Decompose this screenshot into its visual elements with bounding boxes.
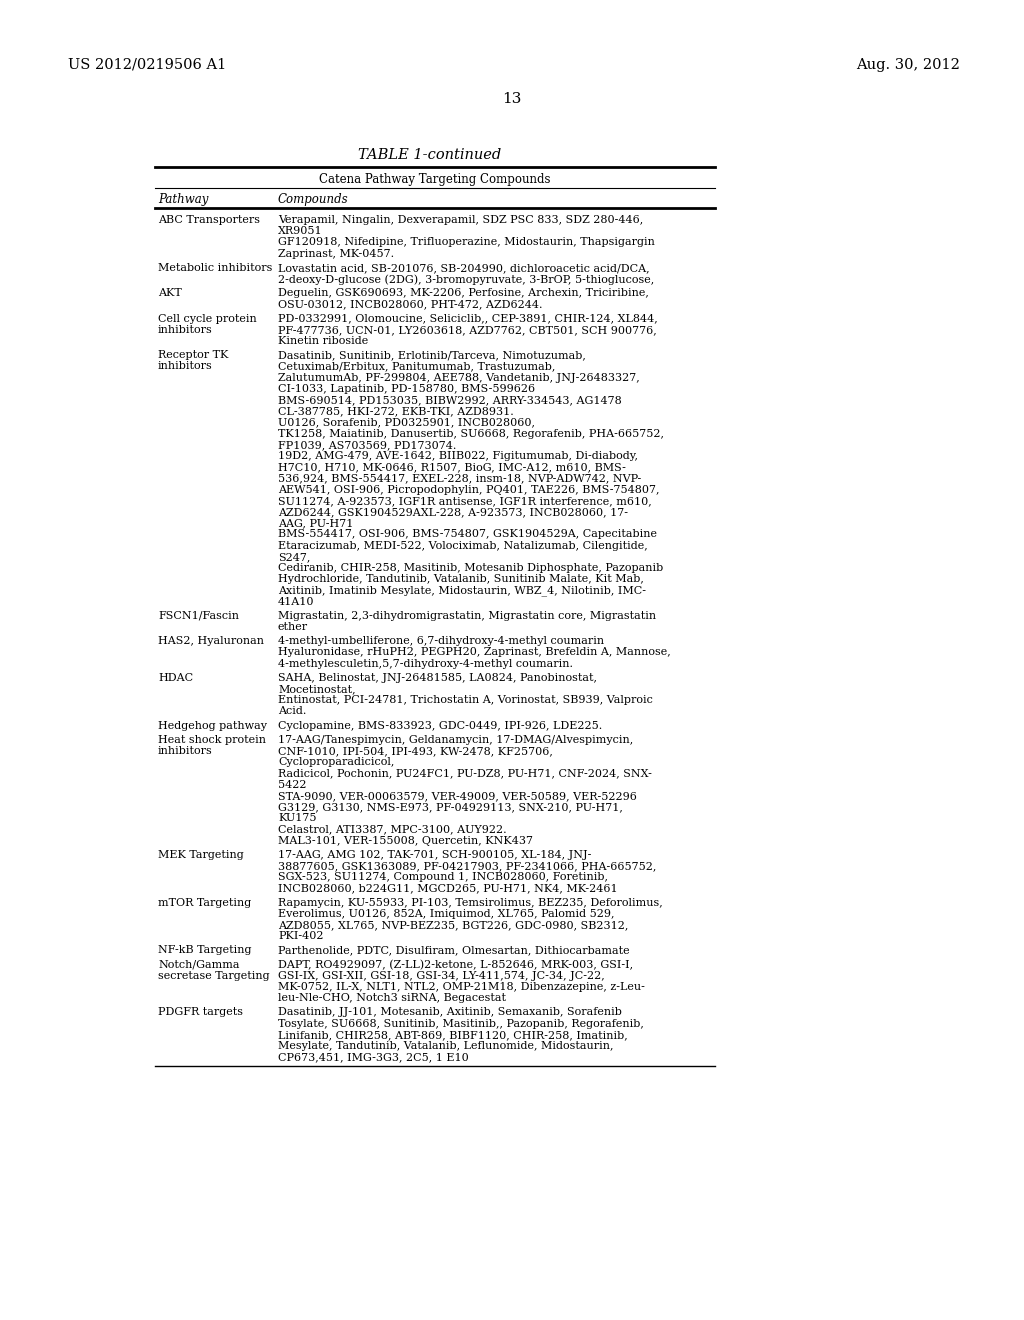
Text: MK-0752, IL-X, NLT1, NTL2, OMP-21M18, Dibenzazepine, z-Leu-: MK-0752, IL-X, NLT1, NTL2, OMP-21M18, Di… [278, 982, 645, 993]
Text: leu-Nle-CHO, Notch3 siRNA, Begacestat: leu-Nle-CHO, Notch3 siRNA, Begacestat [278, 993, 506, 1003]
Text: 5422: 5422 [278, 780, 306, 789]
Text: TABLE 1-continued: TABLE 1-continued [358, 148, 502, 162]
Text: Migrastatin, 2,3-dihydromigrastatin, Migrastatin core, Migrastatin: Migrastatin, 2,3-dihydromigrastatin, Mig… [278, 611, 656, 620]
Text: Entinostat, PCI-24781, Trichostatin A, Vorinostat, SB939, Valproic: Entinostat, PCI-24781, Trichostatin A, V… [278, 696, 653, 705]
Text: H7C10, H710, MK-0646, R1507, BioG, IMC-A12, m610, BMS-: H7C10, H710, MK-0646, R1507, BioG, IMC-A… [278, 462, 626, 473]
Text: mTOR Targeting: mTOR Targeting [158, 898, 251, 908]
Text: CP673,451, IMG-3G3, 2C5, 1 E10: CP673,451, IMG-3G3, 2C5, 1 E10 [278, 1052, 469, 1063]
Text: XR9051: XR9051 [278, 226, 323, 236]
Text: Mesylate, Tandutinib, Vatalanib, Leflunomide, Midostaurin,: Mesylate, Tandutinib, Vatalanib, Lefluno… [278, 1041, 613, 1051]
Text: Hedgehog pathway: Hedgehog pathway [158, 721, 267, 730]
Text: 19D2, AMG-479, AVE-1642, BIIB022, Figitumumab, Di-diabody,: 19D2, AMG-479, AVE-1642, BIIB022, Figitu… [278, 451, 638, 461]
Text: PD-0332991, Olomoucine, Seliciclib,, CEP-3891, CHIR-124, XL844,: PD-0332991, Olomoucine, Seliciclib,, CEP… [278, 314, 657, 323]
Text: CNF-1010, IPI-504, IPI-493, KW-2478, KF25706,: CNF-1010, IPI-504, IPI-493, KW-2478, KF2… [278, 746, 553, 756]
Text: Cycloproparadicicol,: Cycloproparadicicol, [278, 758, 394, 767]
Text: Linifanib, CHIR258, ABT-869, BIBF1120, CHIR-258, Imatinib,: Linifanib, CHIR258, ABT-869, BIBF1120, C… [278, 1030, 628, 1040]
Text: Parthenolide, PDTC, Disulfiram, Olmesartan, Dithiocarbamate: Parthenolide, PDTC, Disulfiram, Olmesart… [278, 945, 630, 956]
Text: Dasatinib, Sunitinib, Erlotinib/Tarceva, Nimotuzumab,: Dasatinib, Sunitinib, Erlotinib/Tarceva,… [278, 350, 586, 360]
Text: AKT: AKT [158, 288, 181, 298]
Text: Cell cycle protein: Cell cycle protein [158, 314, 257, 323]
Text: Radicicol, Pochonin, PU24FC1, PU-DZ8, PU-H71, CNF-2024, SNX-: Radicicol, Pochonin, PU24FC1, PU-DZ8, PU… [278, 768, 652, 779]
Text: 2-deoxy-D-glucose (2DG), 3-bromopyruvate, 3-BrOP, 5-thioglucose,: 2-deoxy-D-glucose (2DG), 3-bromopyruvate… [278, 275, 654, 285]
Text: inhibitors: inhibitors [158, 362, 213, 371]
Text: Hydrochloride, Tandutinib, Vatalanib, Sunitinib Malate, Kit Mab,: Hydrochloride, Tandutinib, Vatalanib, Su… [278, 574, 644, 585]
Text: ABC Transporters: ABC Transporters [158, 215, 260, 224]
Text: ZalutumumAb, PF-299804, AEE788, Vandetanib, JNJ-26483327,: ZalutumumAb, PF-299804, AEE788, Vandetan… [278, 372, 640, 383]
Text: Metabolic inhibitors: Metabolic inhibitors [158, 263, 272, 273]
Text: Cyclopamine, BMS-833923, GDC-0449, IPI-926, LDE225.: Cyclopamine, BMS-833923, GDC-0449, IPI-9… [278, 721, 602, 730]
Text: MEK Targeting: MEK Targeting [158, 850, 244, 859]
Text: 41A10: 41A10 [278, 597, 314, 607]
Text: Tosylate, SU6668, Sunitinib, Masitinib,, Pazopanib, Regorafenib,: Tosylate, SU6668, Sunitinib, Masitinib,,… [278, 1019, 644, 1028]
Text: U0126, Sorafenib, PD0325901, INCB028060,: U0126, Sorafenib, PD0325901, INCB028060, [278, 417, 535, 428]
Text: Cediranib, CHIR-258, Masitinib, Motesanib Diphosphate, Pazopanib: Cediranib, CHIR-258, Masitinib, Motesani… [278, 564, 664, 573]
Text: NF-kB Targeting: NF-kB Targeting [158, 945, 252, 956]
Text: FSCN1/Fascin: FSCN1/Fascin [158, 611, 239, 620]
Text: OSU-03012, INCB028060, PHT-472, AZD6244.: OSU-03012, INCB028060, PHT-472, AZD6244. [278, 300, 543, 309]
Text: STA-9090, VER-00063579, VER-49009, VER-50589, VER-52296: STA-9090, VER-00063579, VER-49009, VER-5… [278, 791, 637, 801]
Text: SU11274, A-923573, IGF1R antisense, IGF1R interference, m610,: SU11274, A-923573, IGF1R antisense, IGF1… [278, 496, 651, 506]
Text: 17-AAG/Tanespimycin, Geldanamycin, 17-DMAG/Alvespimycin,: 17-AAG/Tanespimycin, Geldanamycin, 17-DM… [278, 735, 633, 744]
Text: G3129, G3130, NMS-E973, PF-04929113, SNX-210, PU-H71,: G3129, G3130, NMS-E973, PF-04929113, SNX… [278, 803, 623, 812]
Text: Dasatinib, JJ-101, Motesanib, Axitinib, Semaxanib, Sorafenib: Dasatinib, JJ-101, Motesanib, Axitinib, … [278, 1007, 622, 1018]
Text: Rapamycin, KU-55933, PI-103, Temsirolimus, BEZ235, Deforolimus,: Rapamycin, KU-55933, PI-103, Temsirolimu… [278, 898, 663, 908]
Text: Pathway: Pathway [158, 193, 208, 206]
Text: Notch/Gamma: Notch/Gamma [158, 960, 240, 970]
Text: inhibitors: inhibitors [158, 746, 213, 756]
Text: Cetuximab/Erbitux, Panitumumab, Trastuzumab,: Cetuximab/Erbitux, Panitumumab, Trastuzu… [278, 362, 555, 371]
Text: PDGFR targets: PDGFR targets [158, 1007, 243, 1018]
Text: Receptor TK: Receptor TK [158, 350, 228, 360]
Text: KU175: KU175 [278, 813, 316, 824]
Text: Hyaluronidase, rHuPH2, PEGPH20, Zaprinast, Brefeldin A, Mannose,: Hyaluronidase, rHuPH2, PEGPH20, Zaprinas… [278, 647, 671, 657]
Text: 38877605, GSK1363089, PF-04217903, PF-2341066, PHA-665752,: 38877605, GSK1363089, PF-04217903, PF-23… [278, 861, 656, 871]
Text: Zaprinast, MK-0457.: Zaprinast, MK-0457. [278, 248, 394, 259]
Text: 17-AAG, AMG 102, TAK-701, SCH-900105, XL-184, JNJ-: 17-AAG, AMG 102, TAK-701, SCH-900105, XL… [278, 850, 592, 859]
Text: Everolimus, U0126, 852A, Imiquimod, XL765, Palomid 529,: Everolimus, U0126, 852A, Imiquimod, XL76… [278, 908, 614, 919]
Text: Aug. 30, 2012: Aug. 30, 2012 [856, 58, 961, 73]
Text: AEW541, OSI-906, Picropodophylin, PQ401, TAE226, BMS-754807,: AEW541, OSI-906, Picropodophylin, PQ401,… [278, 484, 659, 495]
Text: Heat shock protein: Heat shock protein [158, 735, 266, 744]
Text: FP1039, AS703569, PD173074.: FP1039, AS703569, PD173074. [278, 440, 457, 450]
Text: S247,: S247, [278, 552, 310, 562]
Text: TK1258, Maiatinib, Danusertib, SU6668, Regorafenib, PHA-665752,: TK1258, Maiatinib, Danusertib, SU6668, R… [278, 429, 664, 438]
Text: 4-methyl-umbelliferone, 6,7-dihydroxy-4-methyl coumarin: 4-methyl-umbelliferone, 6,7-dihydroxy-4-… [278, 636, 604, 647]
Text: Celastrol, ATI3387, MPC-3100, AUY922.: Celastrol, ATI3387, MPC-3100, AUY922. [278, 825, 507, 834]
Text: Kinetin riboside: Kinetin riboside [278, 337, 369, 346]
Text: AZD6244, GSK1904529AXL-228, A-923573, INCB028060, 17-: AZD6244, GSK1904529AXL-228, A-923573, IN… [278, 507, 628, 517]
Text: CI-1033, Lapatinib, PD-158780, BMS-599626: CI-1033, Lapatinib, PD-158780, BMS-59962… [278, 384, 536, 393]
Text: Acid.: Acid. [278, 706, 306, 717]
Text: Catena Pathway Targeting Compounds: Catena Pathway Targeting Compounds [319, 173, 551, 186]
Text: SAHA, Belinostat, JNJ-26481585, LA0824, Panobinostat,: SAHA, Belinostat, JNJ-26481585, LA0824, … [278, 673, 597, 682]
Text: PKI-402: PKI-402 [278, 931, 324, 941]
Text: Mocetinostat,: Mocetinostat, [278, 684, 355, 694]
Text: BMS-554417, OSI-906, BMS-754807, GSK1904529A, Capecitabine: BMS-554417, OSI-906, BMS-754807, GSK1904… [278, 529, 657, 540]
Text: HAS2, Hyaluronan: HAS2, Hyaluronan [158, 636, 264, 647]
Text: 13: 13 [503, 92, 521, 106]
Text: 4-methylesculetin,5,7-dihydroxy-4-methyl coumarin.: 4-methylesculetin,5,7-dihydroxy-4-methyl… [278, 659, 573, 669]
Text: GSI-IX, GSI-XII, GSI-18, GSI-34, LY-411,574, JC-34, JC-22,: GSI-IX, GSI-XII, GSI-18, GSI-34, LY-411,… [278, 970, 605, 981]
Text: Axitinib, Imatinib Mesylate, Midostaurin, WBZ_4, Nilotinib, IMC-: Axitinib, Imatinib Mesylate, Midostaurin… [278, 585, 646, 597]
Text: secretase Targeting: secretase Targeting [158, 970, 269, 981]
Text: Compounds: Compounds [278, 193, 348, 206]
Text: inhibitors: inhibitors [158, 325, 213, 335]
Text: INCB028060, b224G11, MGCD265, PU-H71, NK4, MK-2461: INCB028060, b224G11, MGCD265, PU-H71, NK… [278, 883, 617, 894]
Text: AZD8055, XL765, NVP-BEZ235, BGT226, GDC-0980, SB2312,: AZD8055, XL765, NVP-BEZ235, BGT226, GDC-… [278, 920, 629, 931]
Text: DAPT, RO4929097, (Z-LL)2-ketone, L-852646, MRK-003, GSI-I,: DAPT, RO4929097, (Z-LL)2-ketone, L-85264… [278, 960, 633, 970]
Text: 536,924, BMS-554417, EXEL-228, insm-18, NVP-ADW742, NVP-: 536,924, BMS-554417, EXEL-228, insm-18, … [278, 474, 641, 483]
Text: ether: ether [278, 622, 308, 632]
Text: BMS-690514, PD153035, BIBW2992, ARRY-334543, AG1478: BMS-690514, PD153035, BIBW2992, ARRY-334… [278, 395, 622, 405]
Text: Verapamil, Ningalin, Dexverapamil, SDZ PSC 833, SDZ 280-446,: Verapamil, Ningalin, Dexverapamil, SDZ P… [278, 215, 643, 224]
Text: CL-387785, HKI-272, EKB-TKI, AZD8931.: CL-387785, HKI-272, EKB-TKI, AZD8931. [278, 407, 514, 416]
Text: HDAC: HDAC [158, 673, 194, 682]
Text: PF-477736, UCN-01, LY2603618, AZD7762, CBT501, SCH 900776,: PF-477736, UCN-01, LY2603618, AZD7762, C… [278, 325, 656, 335]
Text: Deguelin, GSK690693, MK-2206, Perfosine, Archexin, Triciribine,: Deguelin, GSK690693, MK-2206, Perfosine,… [278, 288, 649, 298]
Text: SGX-523, SU11274, Compound 1, INCB028060, Foretinib,: SGX-523, SU11274, Compound 1, INCB028060… [278, 873, 608, 882]
Text: AAG, PU-H71: AAG, PU-H71 [278, 519, 353, 528]
Text: US 2012/0219506 A1: US 2012/0219506 A1 [68, 58, 226, 73]
Text: Lovastatin acid, SB-201076, SB-204990, dichloroacetic acid/DCA,: Lovastatin acid, SB-201076, SB-204990, d… [278, 263, 649, 273]
Text: Etaracizumab, MEDI-522, Volociximab, Natalizumab, Cilengitide,: Etaracizumab, MEDI-522, Volociximab, Nat… [278, 541, 648, 550]
Text: MAL3-101, VER-155008, Quercetin, KNK437: MAL3-101, VER-155008, Quercetin, KNK437 [278, 836, 534, 846]
Text: GF120918, Nifedipine, Trifluoperazine, Midostaurin, Thapsigargin: GF120918, Nifedipine, Trifluoperazine, M… [278, 238, 655, 247]
